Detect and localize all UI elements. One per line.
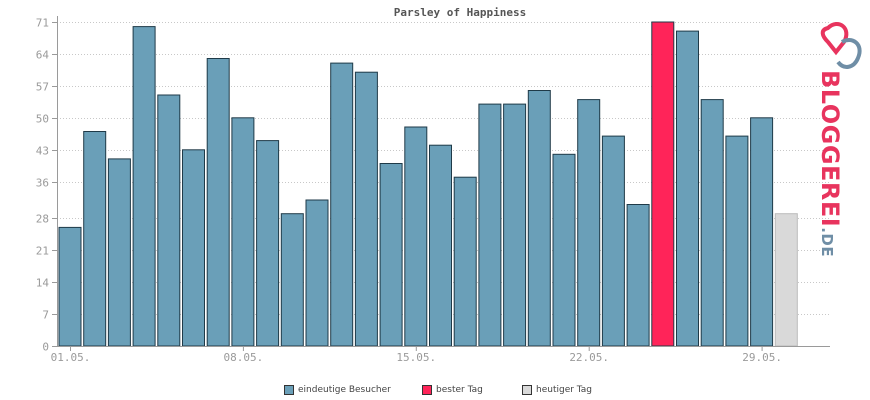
legend-item-unique: eindeutige Besucher — [284, 385, 391, 395]
y-tick-label: 28 — [36, 213, 49, 226]
x-tick-label: 08.05. — [224, 351, 264, 364]
bar — [478, 103, 502, 347]
x-tick-label: 15.05. — [396, 351, 436, 364]
y-tick-label: 71 — [36, 17, 49, 30]
y-tick-label: 57 — [36, 81, 49, 94]
y-tick-label: 64 — [36, 49, 50, 62]
legend-swatch-best — [422, 385, 432, 395]
bar — [453, 176, 477, 347]
legend-item-today: heutiger Tag — [522, 385, 592, 395]
bar-today — [774, 213, 798, 347]
bar — [577, 99, 601, 347]
bar — [83, 131, 107, 347]
legend-swatch-unique — [284, 385, 294, 395]
bar — [354, 71, 378, 347]
bar — [256, 140, 280, 347]
bloggerei-logo-icon — [820, 22, 862, 69]
y-tick-label: 43 — [36, 145, 49, 158]
x-ticks: 01.05. 08.05. 15.05. 22.05. 29.05. — [51, 346, 782, 364]
legend-swatch-today — [522, 385, 532, 395]
y-tick-label: 0 — [42, 341, 49, 354]
bar — [429, 144, 452, 347]
y-tick-label: 50 — [36, 113, 49, 126]
bar — [379, 163, 403, 347]
y-tick-label: 21 — [36, 245, 49, 258]
bar — [725, 135, 749, 347]
bar — [182, 149, 205, 347]
bar — [305, 199, 329, 347]
bar-best-day — [651, 21, 675, 347]
y-tick-label: 36 — [36, 177, 49, 190]
bar — [132, 26, 156, 347]
bar — [527, 90, 551, 347]
legend-item-best: bester Tag — [422, 385, 483, 395]
bar — [206, 58, 230, 347]
legend-label-best: bester Tag — [436, 385, 483, 395]
bar — [58, 226, 82, 347]
logo-text-main: BLOGGEREI — [816, 70, 844, 228]
legend-label-unique: eindeutige Besucher — [298, 385, 391, 395]
bar — [503, 103, 527, 347]
bar — [404, 126, 428, 347]
bars — [58, 21, 798, 347]
bar — [750, 117, 774, 347]
bar — [626, 204, 650, 347]
y-tick-label: 7 — [42, 309, 49, 322]
bar — [280, 213, 304, 347]
x-tick-label: 01.05. — [51, 351, 91, 364]
x-tick-label: 22.05. — [569, 351, 609, 364]
bar — [231, 117, 255, 347]
legend: eindeutige Besucher bester Tag heutiger … — [0, 385, 870, 399]
logo-wordmark: BLOGGEREI.DE — [810, 70, 850, 257]
bar — [107, 158, 131, 347]
legend-label-today: heutiger Tag — [536, 385, 593, 395]
bar — [700, 99, 724, 347]
bar — [601, 135, 625, 347]
logo-text-tld: .DE — [818, 227, 836, 258]
y-ticks: 0 7 14 21 28 36 43 50 57 64 71 — [36, 17, 57, 354]
y-tick-label: 14 — [36, 277, 50, 290]
x-tick-label: 29.05. — [742, 351, 782, 364]
bar — [157, 94, 181, 347]
chart-title: Parsley of Happiness — [394, 6, 526, 19]
bar — [676, 30, 699, 347]
bar — [330, 62, 354, 347]
bar — [552, 153, 576, 347]
axes — [52, 16, 830, 347]
